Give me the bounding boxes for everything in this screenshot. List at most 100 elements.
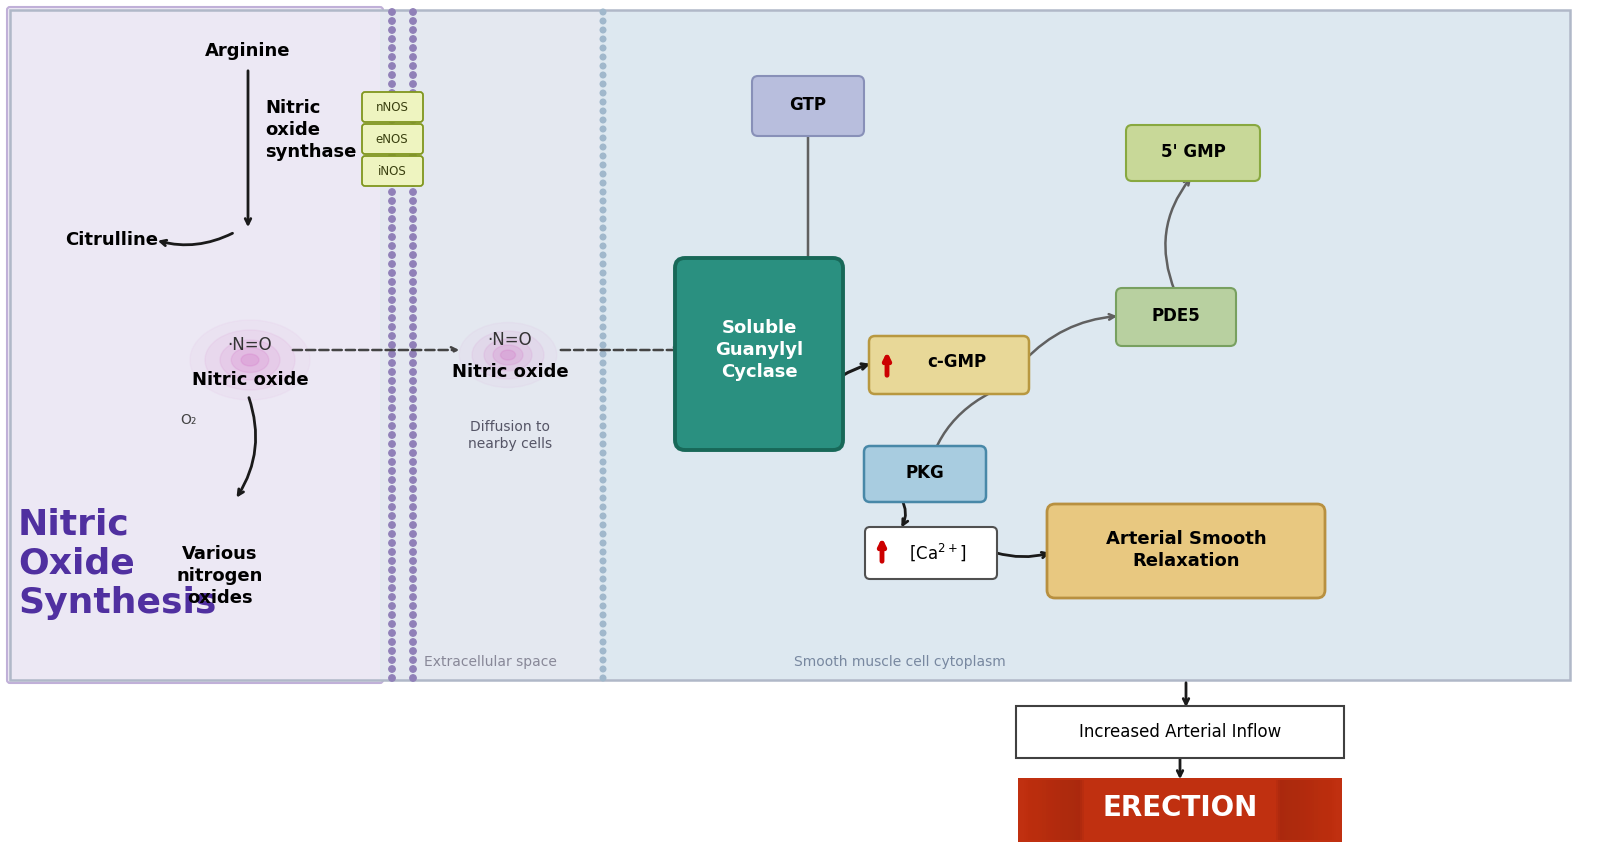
Circle shape: [389, 603, 395, 609]
Circle shape: [410, 575, 416, 582]
Text: Various
nitrogen
oxides: Various nitrogen oxides: [178, 545, 262, 608]
FancyBboxPatch shape: [362, 124, 422, 154]
Circle shape: [389, 54, 395, 60]
Circle shape: [600, 135, 606, 141]
Bar: [1074, 780, 1080, 840]
Circle shape: [600, 235, 606, 240]
FancyBboxPatch shape: [362, 156, 422, 186]
Circle shape: [600, 604, 606, 609]
Circle shape: [389, 126, 395, 133]
Circle shape: [600, 504, 606, 510]
Circle shape: [410, 639, 416, 645]
Circle shape: [600, 54, 606, 60]
Circle shape: [389, 486, 395, 492]
FancyBboxPatch shape: [869, 336, 1029, 394]
Bar: [1283, 780, 1290, 840]
Text: c-GMP: c-GMP: [928, 353, 987, 371]
Circle shape: [389, 630, 395, 636]
Circle shape: [600, 459, 606, 465]
Circle shape: [389, 198, 395, 204]
Circle shape: [389, 558, 395, 564]
Text: O₂: O₂: [179, 413, 197, 427]
FancyBboxPatch shape: [752, 76, 864, 136]
Ellipse shape: [483, 339, 531, 371]
Circle shape: [600, 288, 606, 294]
Circle shape: [410, 36, 416, 42]
Text: PDE5: PDE5: [1152, 307, 1200, 325]
Circle shape: [600, 298, 606, 303]
Circle shape: [600, 585, 606, 591]
Circle shape: [389, 675, 395, 681]
Circle shape: [389, 567, 395, 573]
Bar: [1306, 780, 1312, 840]
Circle shape: [600, 612, 606, 618]
Bar: [1288, 780, 1294, 840]
Circle shape: [389, 306, 395, 312]
Circle shape: [600, 190, 606, 195]
Circle shape: [410, 171, 416, 177]
Circle shape: [389, 243, 395, 249]
Circle shape: [600, 594, 606, 600]
Circle shape: [389, 540, 395, 547]
Circle shape: [389, 612, 395, 618]
Circle shape: [389, 468, 395, 474]
Circle shape: [410, 126, 416, 133]
Circle shape: [600, 37, 606, 42]
FancyBboxPatch shape: [866, 527, 997, 579]
Circle shape: [410, 297, 416, 303]
Circle shape: [410, 18, 416, 24]
Circle shape: [600, 126, 606, 132]
Bar: [1314, 780, 1320, 840]
FancyBboxPatch shape: [1126, 125, 1261, 181]
Circle shape: [389, 269, 395, 276]
Bar: [1315, 780, 1322, 840]
Circle shape: [600, 558, 606, 564]
Circle shape: [389, 135, 395, 141]
Bar: [1048, 780, 1054, 840]
Circle shape: [410, 558, 416, 564]
Circle shape: [410, 405, 416, 411]
Bar: [1078, 780, 1085, 840]
Circle shape: [410, 477, 416, 483]
Bar: [1320, 780, 1326, 840]
Circle shape: [600, 108, 606, 114]
Ellipse shape: [221, 340, 280, 380]
Ellipse shape: [242, 354, 259, 366]
Bar: [1334, 780, 1341, 840]
Circle shape: [389, 288, 395, 294]
Text: Nitric
Oxide
Synthesis: Nitric Oxide Synthesis: [18, 507, 216, 620]
Circle shape: [410, 314, 416, 321]
Circle shape: [389, 171, 395, 177]
Text: Smooth muscle cell cytoplasm: Smooth muscle cell cytoplasm: [794, 655, 1006, 669]
Text: iNOS: iNOS: [378, 165, 406, 178]
Circle shape: [389, 342, 395, 348]
Circle shape: [389, 279, 395, 286]
Circle shape: [389, 261, 395, 267]
Circle shape: [600, 207, 606, 212]
Circle shape: [389, 422, 395, 429]
Bar: [1070, 780, 1075, 840]
Circle shape: [410, 594, 416, 600]
Circle shape: [410, 234, 416, 241]
Circle shape: [389, 116, 395, 123]
Circle shape: [389, 666, 395, 672]
Ellipse shape: [501, 350, 515, 360]
Circle shape: [600, 72, 606, 78]
Circle shape: [389, 81, 395, 88]
Bar: [1056, 780, 1062, 840]
Bar: [1024, 780, 1030, 840]
Circle shape: [410, 351, 416, 357]
Circle shape: [389, 477, 395, 483]
Bar: [1050, 780, 1056, 840]
Circle shape: [410, 198, 416, 204]
FancyBboxPatch shape: [864, 446, 986, 502]
Bar: [1293, 780, 1298, 840]
Circle shape: [389, 513, 395, 519]
Bar: [1328, 780, 1334, 840]
Circle shape: [389, 314, 395, 321]
Circle shape: [600, 477, 606, 483]
Circle shape: [600, 396, 606, 402]
Bar: [1296, 780, 1302, 840]
Circle shape: [389, 504, 395, 510]
Circle shape: [600, 153, 606, 159]
